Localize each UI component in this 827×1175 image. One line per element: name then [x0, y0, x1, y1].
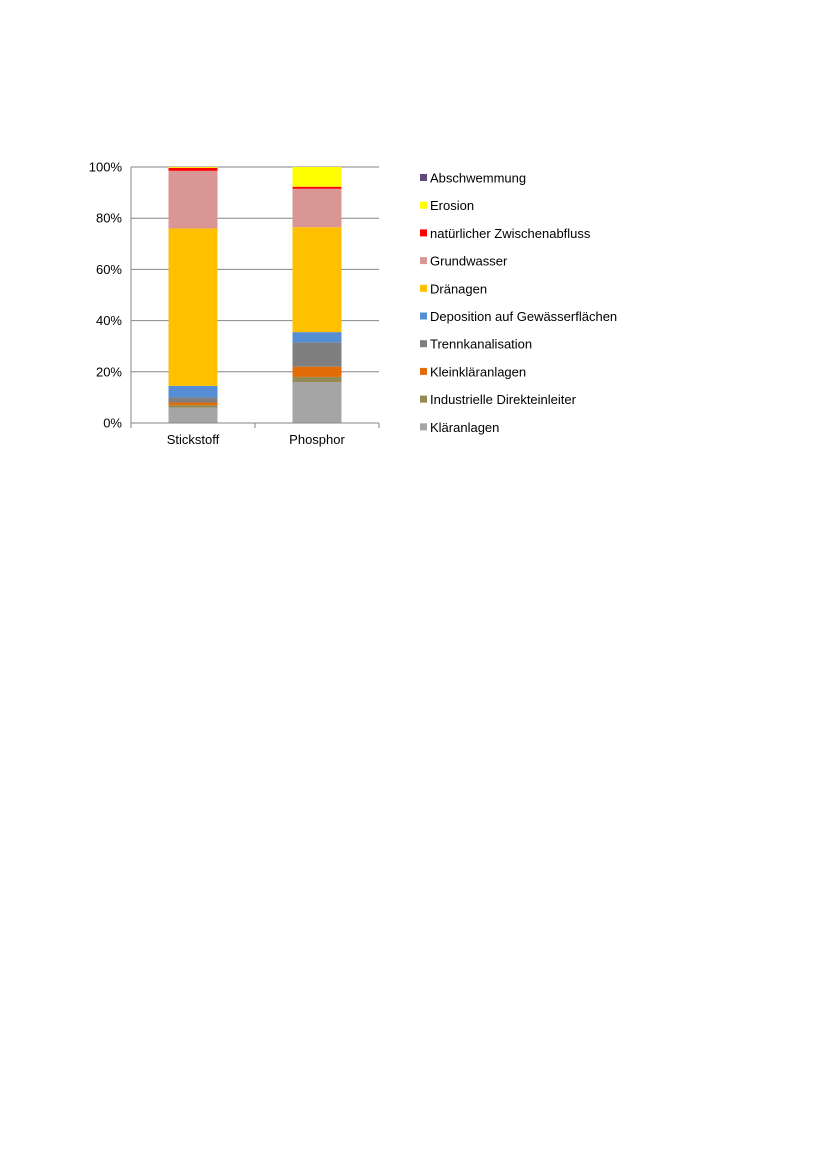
- legend-label: Kläranlagen: [430, 420, 499, 435]
- bar-segment: [168, 170, 218, 229]
- legend-swatch: [420, 257, 427, 265]
- bar-segment: [168, 397, 218, 403]
- bar-segment: [168, 407, 218, 423]
- gridlines: [131, 166, 379, 424]
- bar-segment: [168, 167, 218, 171]
- legend-swatch: [420, 395, 427, 403]
- bar-segment: [168, 228, 218, 386]
- legend-label: natürlicher Zwischenabfluss: [430, 226, 591, 241]
- legend-swatch: [420, 201, 427, 209]
- y-tick-label: 0%: [103, 416, 122, 431]
- x-tick-label: Phosphor: [289, 432, 345, 447]
- y-tick-label: 100%: [89, 160, 123, 175]
- bars: [168, 167, 342, 423]
- legend-label: Abschwemmung: [430, 171, 526, 186]
- bar-segment: [168, 167, 218, 168]
- bar-segment: [292, 366, 342, 377]
- y-tick-label: 80%: [96, 211, 122, 226]
- legend-swatch: [420, 174, 427, 181]
- legend-swatch: [420, 423, 427, 431]
- bar-segment: [292, 167, 342, 187]
- legend-label: Kleinkläranlagen: [430, 364, 526, 379]
- legend: Abschwemmung Erosion natürlicher Zwischena…: [420, 171, 617, 435]
- bar-segment: [168, 405, 218, 408]
- bar-segment: [292, 186, 342, 189]
- x-tick-label: Stickstoff: [167, 432, 220, 447]
- y-tick-label: 40%: [96, 313, 122, 328]
- legend-label: Erosion: [430, 198, 474, 213]
- legend-swatch: [420, 340, 427, 348]
- bar-segment: [168, 385, 218, 398]
- bar-segment: [292, 332, 342, 343]
- y-tick-label: 60%: [96, 262, 122, 277]
- bar-segment: [292, 342, 342, 367]
- legend-swatch: [420, 284, 427, 292]
- bar-segment: [292, 188, 342, 228]
- legend-swatch: [420, 367, 427, 375]
- bar-segment: [292, 382, 342, 423]
- bar-segment: [168, 402, 218, 406]
- legend-swatch: [420, 312, 427, 320]
- bar-segment: [292, 376, 342, 383]
- y-tick-label: 20%: [96, 364, 122, 379]
- legend-label: Industrielle Direkteinleiter: [430, 392, 577, 407]
- legend-label: Deposition auf Gewässerflächen: [430, 309, 617, 324]
- bar-segment: [292, 227, 342, 333]
- legend-label: Dränagen: [430, 281, 487, 296]
- legend-label: Trennkanalisation: [430, 337, 532, 352]
- legend-label: Grundwasser: [430, 254, 508, 269]
- legend-swatch: [420, 229, 427, 237]
- axes: 0% 20% 40% 60% 80% 100% Stickstoff Phosphor: [89, 160, 380, 447]
